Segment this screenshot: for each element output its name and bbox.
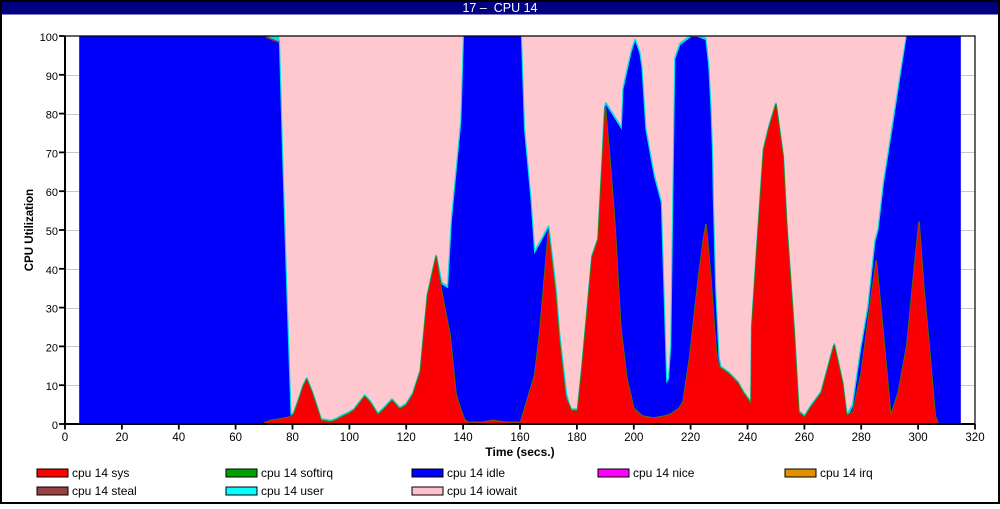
svg-text:20: 20: [46, 342, 58, 354]
svg-text:80: 80: [286, 432, 299, 444]
svg-text:cpu 14 irq: cpu 14 irq: [820, 466, 873, 480]
svg-text:280: 280: [852, 432, 871, 444]
svg-text:cpu 14 iowait: cpu 14 iowait: [447, 484, 518, 498]
svg-text:17 – CPU 14: 17 – CPU 14: [462, 1, 537, 15]
svg-text:0: 0: [52, 420, 58, 432]
svg-text:30: 30: [46, 304, 58, 316]
svg-text:70: 70: [46, 148, 58, 160]
svg-text:300: 300: [909, 432, 928, 444]
svg-text:cpu 14 sys: cpu 14 sys: [72, 466, 129, 480]
svg-text:180: 180: [567, 432, 586, 444]
svg-text:20: 20: [116, 432, 129, 444]
svg-text:40: 40: [46, 265, 58, 277]
svg-text:240: 240: [738, 432, 757, 444]
svg-text:200: 200: [624, 432, 643, 444]
svg-text:220: 220: [681, 432, 700, 444]
svg-text:60: 60: [229, 432, 242, 444]
svg-text:10: 10: [46, 381, 58, 393]
svg-text:60: 60: [46, 187, 58, 199]
svg-text:120: 120: [397, 432, 416, 444]
svg-text:Time (secs.): Time (secs.): [485, 445, 554, 459]
svg-text:100: 100: [40, 32, 58, 44]
svg-text:90: 90: [46, 71, 58, 83]
svg-text:260: 260: [795, 432, 814, 444]
svg-text:100: 100: [340, 432, 359, 444]
svg-text:cpu 14 idle: cpu 14 idle: [447, 466, 505, 480]
svg-text:cpu 14 softirq: cpu 14 softirq: [261, 466, 333, 480]
svg-text:CPU Utilization: CPU Utilization: [24, 189, 36, 271]
svg-text:cpu 14 user: cpu 14 user: [261, 484, 324, 498]
svg-text:80: 80: [46, 110, 58, 122]
svg-text:0: 0: [62, 432, 68, 444]
svg-text:cpu 14 steal: cpu 14 steal: [72, 484, 137, 498]
svg-text:160: 160: [510, 432, 529, 444]
svg-text:cpu 14 nice: cpu 14 nice: [633, 466, 695, 480]
svg-text:320: 320: [965, 432, 984, 444]
svg-text:140: 140: [454, 432, 473, 444]
svg-text:40: 40: [172, 432, 185, 444]
svg-text:50: 50: [46, 226, 58, 238]
